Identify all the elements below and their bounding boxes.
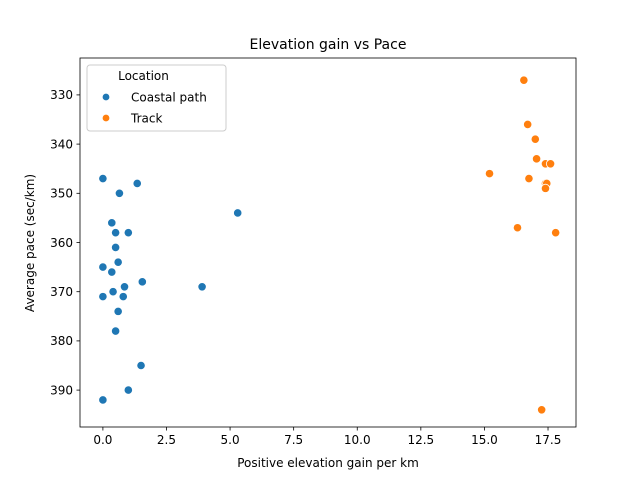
y-tick-label: 360 bbox=[50, 236, 73, 250]
y-tick-label: 380 bbox=[50, 334, 73, 348]
legend-marker bbox=[101, 92, 111, 102]
legend-box bbox=[86, 64, 227, 132]
x-tick-label: 0.0 bbox=[93, 433, 112, 447]
data-point bbox=[137, 277, 147, 287]
y-axis-label: Average pace (sec/km) bbox=[23, 174, 37, 312]
data-point bbox=[111, 242, 121, 253]
data-point bbox=[531, 154, 542, 164]
chart-title: Elevation gain vs Pace bbox=[250, 37, 407, 53]
x-axis: 0.0 2.5 5.0 7.5 10.0 12.5 15.0 17.5 bbox=[93, 427, 561, 447]
data-point bbox=[98, 173, 108, 184]
x-tick-label: 7.5 bbox=[284, 433, 303, 447]
x-tick-label: 2.5 bbox=[157, 433, 176, 447]
data-point bbox=[123, 228, 133, 238]
legend-marker bbox=[101, 113, 111, 123]
data-point bbox=[540, 183, 551, 193]
data-point bbox=[523, 119, 533, 130]
data-point bbox=[512, 223, 523, 233]
data-point bbox=[545, 159, 556, 169]
x-tick-label: 5.0 bbox=[221, 433, 240, 447]
data-point bbox=[111, 228, 121, 238]
data-point bbox=[107, 218, 117, 228]
data-point bbox=[107, 267, 117, 277]
y-tick-label: 390 bbox=[50, 383, 73, 397]
data-point bbox=[233, 208, 243, 218]
data-point bbox=[113, 257, 123, 267]
legend: Location Coastal path Track bbox=[86, 64, 227, 132]
x-axis-label: Positive elevation gain per km bbox=[237, 456, 419, 470]
legend-title: Location bbox=[118, 69, 169, 83]
y-tick-label: 350 bbox=[50, 187, 73, 201]
data-point bbox=[98, 395, 108, 405]
data-point bbox=[136, 360, 146, 371]
data-point bbox=[114, 188, 125, 198]
data-point bbox=[108, 287, 118, 297]
x-tick-label: 10.0 bbox=[344, 433, 371, 447]
data-point bbox=[113, 306, 123, 316]
data-point bbox=[98, 292, 108, 302]
y-tick-label: 340 bbox=[50, 137, 73, 151]
x-tick-label: 15.0 bbox=[471, 433, 498, 447]
data-point bbox=[119, 282, 130, 292]
y-tick-label: 330 bbox=[50, 88, 73, 102]
plot-area bbox=[79, 57, 577, 428]
x-tick-label: 12.5 bbox=[407, 433, 434, 447]
data-point bbox=[551, 228, 561, 238]
y-axis: 330 340 350 360 370 380 390 bbox=[50, 88, 80, 397]
data-point bbox=[530, 134, 540, 144]
data-point bbox=[484, 169, 495, 179]
data-point bbox=[524, 173, 534, 184]
data-point bbox=[123, 385, 133, 395]
data-point bbox=[118, 292, 128, 302]
data-point bbox=[519, 75, 529, 85]
data-point bbox=[111, 326, 121, 336]
legend-entry-label: Track bbox=[130, 111, 162, 125]
data-point bbox=[98, 262, 108, 272]
y-tick-label: 370 bbox=[50, 285, 73, 299]
data-point bbox=[197, 282, 207, 292]
data-point bbox=[132, 178, 142, 189]
legend-entry-label: Coastal path bbox=[131, 90, 207, 104]
x-tick-label: 17.5 bbox=[535, 433, 562, 447]
data-point bbox=[537, 405, 547, 415]
